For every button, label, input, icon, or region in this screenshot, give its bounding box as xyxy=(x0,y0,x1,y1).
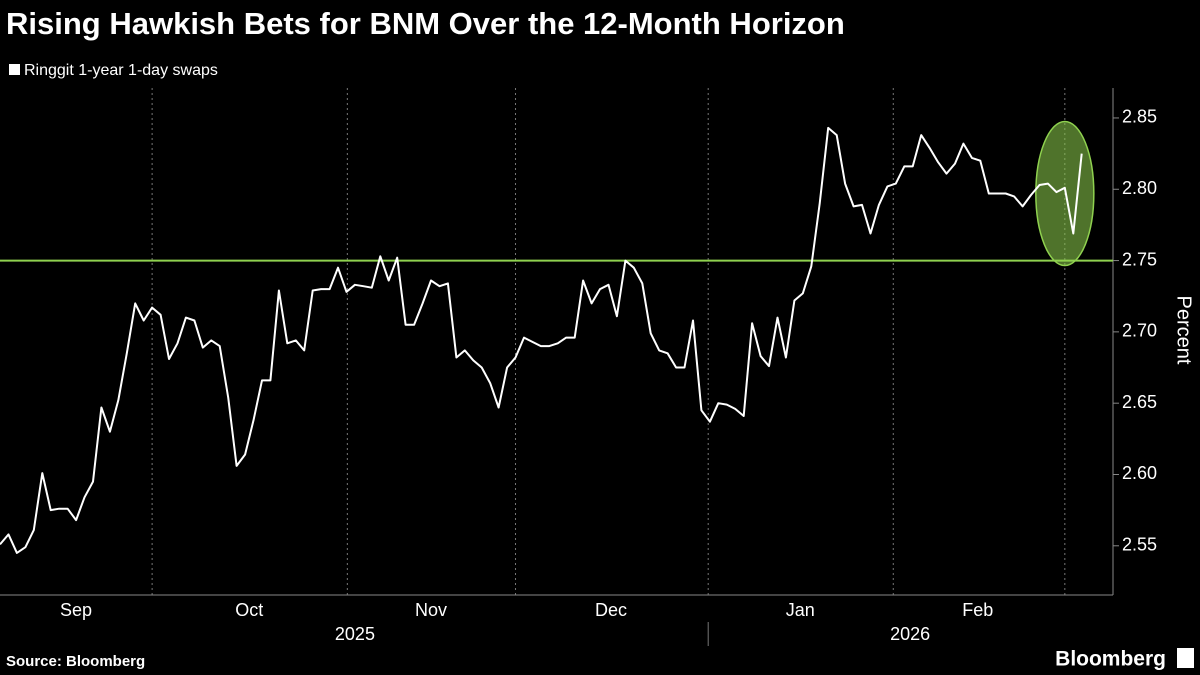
chart-title: Rising Hawkish Bets for BNM Over the 12-… xyxy=(6,6,845,41)
highlight xyxy=(1035,120,1095,267)
line-series xyxy=(0,126,1083,554)
y-tick-label: 2.80 xyxy=(1122,178,1157,198)
year-label: 2025 xyxy=(335,624,375,644)
y-tick-label: 2.55 xyxy=(1122,535,1157,555)
brand: Bloomberg xyxy=(1055,648,1166,671)
x-tick-label: Feb xyxy=(962,600,993,620)
source: Source: Bloomberg xyxy=(6,653,145,670)
y-tick-label: 2.70 xyxy=(1122,321,1157,341)
x-tick-label: Sep xyxy=(60,600,92,620)
y-tick-label: 2.85 xyxy=(1122,107,1157,127)
x-tick-label: Oct xyxy=(235,600,263,620)
brand-icon xyxy=(1177,648,1194,668)
x-tick-label: Dec xyxy=(595,600,627,620)
legend-label: Ringgit 1-year 1-day swaps xyxy=(24,62,218,79)
x-tick-label: Nov xyxy=(415,600,447,620)
y-tick-label: 2.65 xyxy=(1122,392,1157,412)
y-tick-label: 2.60 xyxy=(1122,463,1157,483)
y-axis-label: Percent xyxy=(1173,296,1195,365)
legend-swatch xyxy=(9,64,20,75)
y-tick-label: 2.75 xyxy=(1122,249,1157,269)
year-label: 2026 xyxy=(890,624,930,644)
x-tick-label: Jan xyxy=(786,600,815,620)
